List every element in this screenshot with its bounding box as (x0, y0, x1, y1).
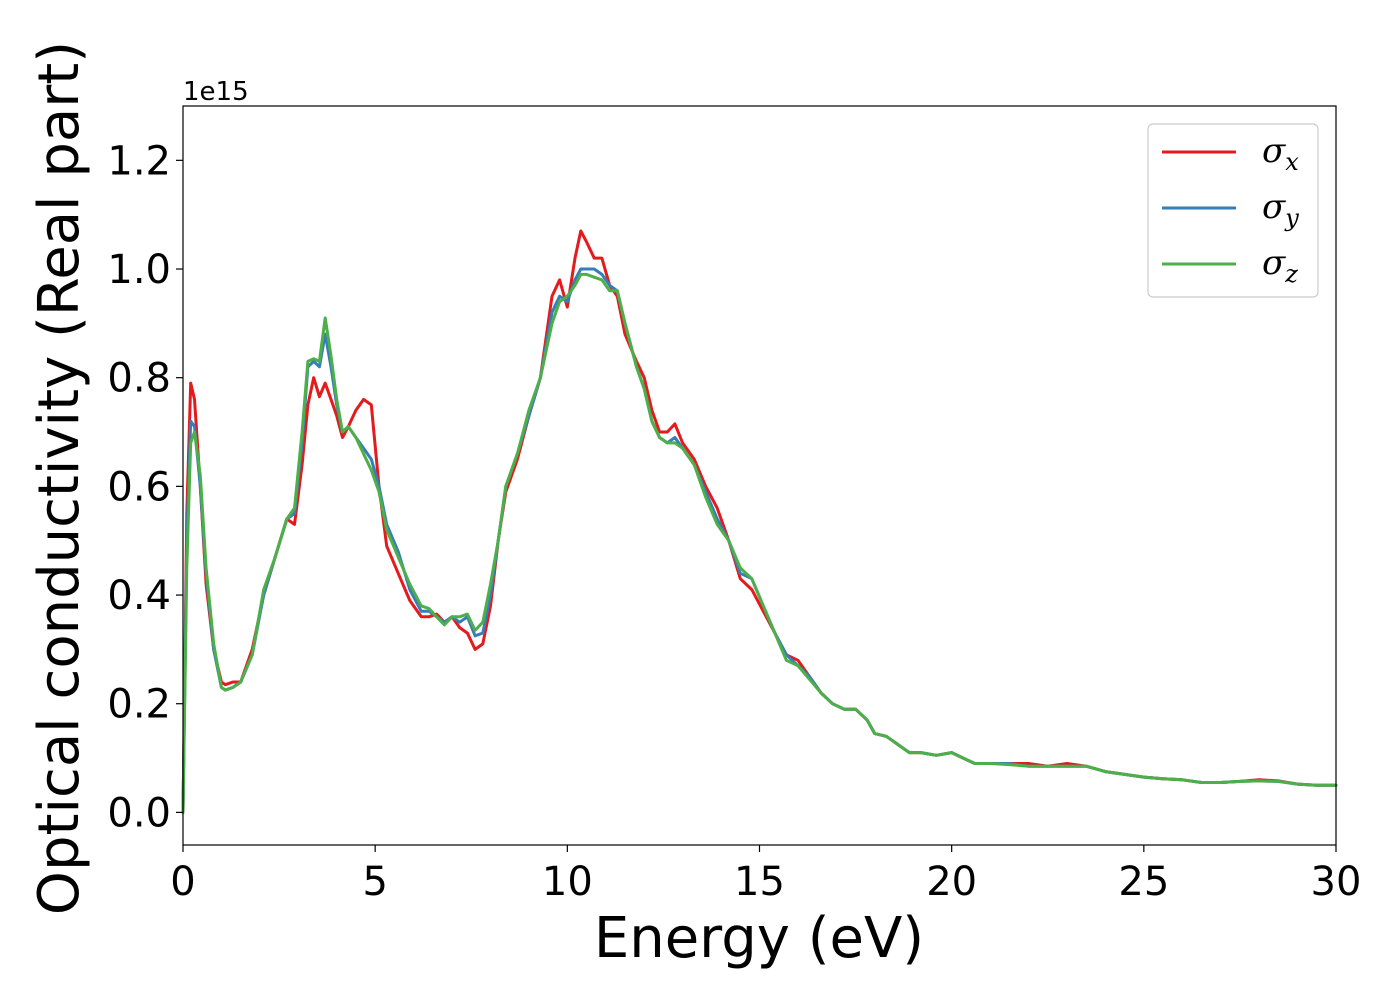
x-tick-label: 25 (1118, 859, 1169, 905)
series-line-x (181, 229, 1338, 814)
legend-frame (1147, 123, 1319, 298)
y-tick-label: 0.8 (107, 356, 171, 402)
y-tick-label: 0.2 (107, 682, 171, 728)
series-layer (181, 229, 1338, 814)
x-tick-label: 15 (734, 859, 785, 905)
y-axis-title: Optical conductivity (Real part) (27, 41, 92, 915)
x-tick-label: 30 (1311, 859, 1362, 905)
tick-layer: 0 5 10 15 20 25 30 0.0 0.2 0.4 0.6 0.8 1.0 1.2 (107, 138, 1361, 905)
x-tick-label: 20 (926, 859, 977, 905)
series-line-y (181, 267, 1338, 814)
x-tick-label: 5 (362, 859, 387, 905)
y-tick-label: 0.4 (107, 573, 171, 619)
y-offset-label: 1e15 (183, 77, 249, 107)
x-axis-title: Energy (eV) (594, 906, 924, 971)
y-tick-label: 1.0 (107, 247, 171, 293)
y-tick-label: 1.2 (107, 138, 171, 184)
x-tick-label: 0 (170, 859, 195, 905)
y-tick-label: 0.6 (107, 464, 171, 510)
series-line-z (181, 272, 1338, 814)
x-tick-label: 10 (542, 859, 593, 905)
y-tick-label: 0.0 (107, 790, 171, 836)
